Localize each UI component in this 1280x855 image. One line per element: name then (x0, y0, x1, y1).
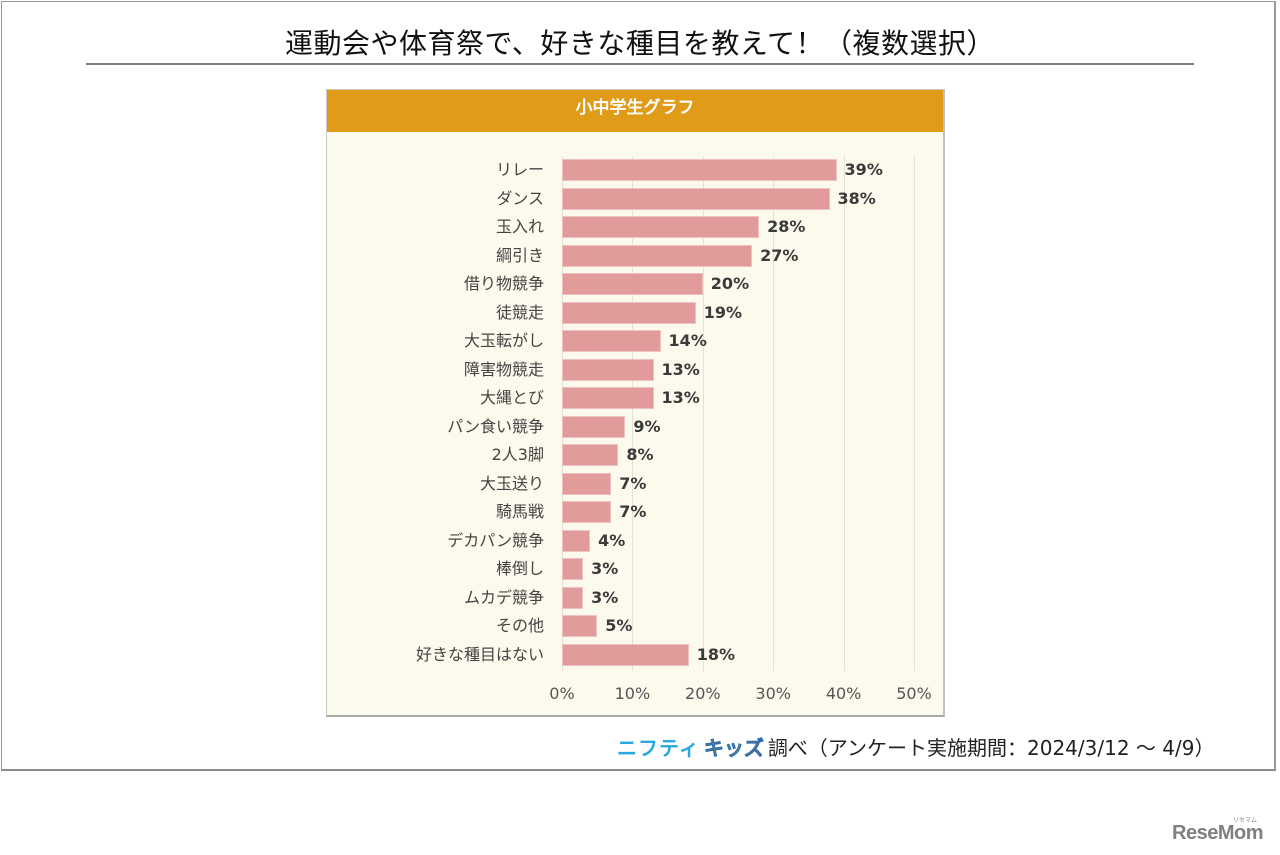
x-tick-label: 40% (825, 684, 862, 703)
bar-row: 借り物競争 20% (464, 270, 914, 299)
bar (562, 501, 612, 523)
bar (562, 558, 584, 580)
category-label: 障害物競走 (463, 359, 544, 379)
category-label: 好きな種目はない (415, 644, 544, 664)
bar-value-label: 7% (619, 502, 647, 521)
bar-row: 綱引き 27% (496, 242, 914, 271)
bar-row: 大玉送り 7% (480, 470, 914, 499)
bar-value-label: 28% (767, 217, 806, 236)
resemom-watermark-logo: ReseMom (1172, 822, 1263, 844)
kids-logo-char: ズ (743, 736, 765, 761)
category-label: 2人3脚 (491, 445, 544, 464)
bar-value-label: 7% (619, 473, 647, 493)
bar-row: 棒倒し 3% (496, 555, 914, 584)
chart-header: 小中学生グラフ (327, 90, 943, 132)
bar-row: 徒競走 19% (496, 299, 914, 328)
bar-row: デカパン競争 4% (447, 527, 914, 556)
gridline (773, 156, 775, 671)
bar (562, 301, 696, 324)
bar (562, 330, 661, 352)
kids-logo-char: キ (703, 736, 725, 761)
chart-panel: 小中学生グラフ リレー 39% ダンス 38% 玉入れ 28% 綱引き 27% 借り物競争 20%… (326, 89, 945, 717)
category-label: その他 (495, 616, 544, 635)
category-label: ムカデ競争 (463, 587, 544, 607)
category-label: 棒倒し (495, 559, 544, 578)
bar (562, 529, 591, 552)
category-label: パン食い競争 (447, 416, 544, 436)
x-tick-label: 50% (896, 684, 932, 703)
bar-value-label: 3% (591, 559, 619, 578)
category-label: 借り物競争 (463, 274, 544, 293)
bar-value-label: 14% (668, 331, 707, 350)
bar (562, 643, 689, 666)
bar-row: リレー 39% (496, 156, 914, 185)
bar (562, 586, 584, 609)
gridline (632, 156, 634, 671)
category-label: リレー (495, 160, 544, 179)
bar (562, 159, 837, 181)
x-tick-label: 0% (549, 684, 575, 703)
category-label: 綱引き (495, 245, 544, 265)
kids-logo-char: ッ (723, 736, 745, 761)
category-label: ダンス (496, 188, 544, 208)
bar-value-label: 9% (633, 416, 661, 436)
bar (562, 472, 612, 495)
bar (562, 187, 830, 210)
bar-value-label: 19% (703, 302, 743, 322)
bar-value-label: 20% (710, 274, 750, 293)
bar (562, 273, 703, 295)
bar (562, 358, 654, 381)
bar-row: ダンス 38% (496, 185, 914, 214)
bar-value-label: 38% (837, 188, 876, 208)
bar (562, 244, 753, 267)
category-label: 徒競走 (495, 302, 544, 322)
page-title: 運動会や体育祭で、好きな種目を教えて！（複数選択） (285, 27, 995, 60)
gridline (914, 156, 915, 671)
bar-row: 大玉転がし 14% (464, 327, 914, 356)
kids-logo-text: キッズ (703, 732, 765, 761)
source-credit: ニフティ キッズ 調べ（アンケート実施期間：2024/3/12 ～ 4/9） (617, 732, 1214, 761)
bar-row: パン食い競争 9% (447, 413, 914, 442)
bar-row: その他 5% (496, 612, 914, 641)
bar (562, 216, 760, 238)
x-tick-label: 30% (755, 684, 791, 703)
category-label: デカパン競争 (447, 530, 544, 550)
bar-row: 騎馬戦 7% (496, 498, 914, 527)
source-text: 調べ（アンケート実施期間：2024/3/12 ～ 4/9） (767, 736, 1215, 760)
bar-row: 2人3脚 8% (492, 441, 914, 470)
x-tick-label: 10% (614, 684, 651, 703)
bar-value-label: 8% (626, 445, 654, 464)
gridline (843, 156, 845, 671)
category-label: 騎馬戦 (495, 502, 544, 521)
category-label: 大玉転がし (463, 331, 544, 350)
bar-value-label: 3% (591, 587, 619, 607)
bar-value-label: 4% (598, 530, 626, 550)
gridline (702, 156, 704, 671)
category-label: 大玉送り (479, 473, 544, 493)
bar-value-label: 39% (844, 160, 883, 179)
bar-value-label: 13% (661, 359, 700, 379)
bar (562, 444, 619, 466)
category-label: 大縄とび (479, 388, 544, 407)
bar-row: 大縄とび 13% (480, 384, 914, 413)
bar-value-label: 5% (605, 616, 633, 635)
x-tick-label: 20% (685, 684, 721, 703)
bar-row: ムカデ競争 3% (464, 584, 914, 613)
watermark-ruby: リセマム (1233, 817, 1258, 824)
bar (562, 415, 626, 438)
gridline (562, 156, 563, 671)
category-label: 玉入れ (495, 217, 544, 236)
bar-value-label: 27% (760, 245, 799, 265)
bar-value-label: 13% (661, 388, 700, 407)
bar (562, 387, 654, 409)
bar (562, 615, 598, 637)
bar-row: 玉入れ 28% (496, 213, 914, 242)
bar-row: 好きな種目はない 18% (416, 641, 914, 670)
nifty-logo-text: ニフティ (617, 736, 700, 760)
bar-row: 障害物競走 13% (464, 356, 914, 385)
bar-chart-plot: リレー 39% ダンス 38% 玉入れ 28% 綱引き 27% 借り物競争 20% 徒競走 19% 大玉… (416, 156, 915, 671)
title-divider (86, 63, 1194, 65)
bar-value-label: 18% (696, 644, 736, 664)
